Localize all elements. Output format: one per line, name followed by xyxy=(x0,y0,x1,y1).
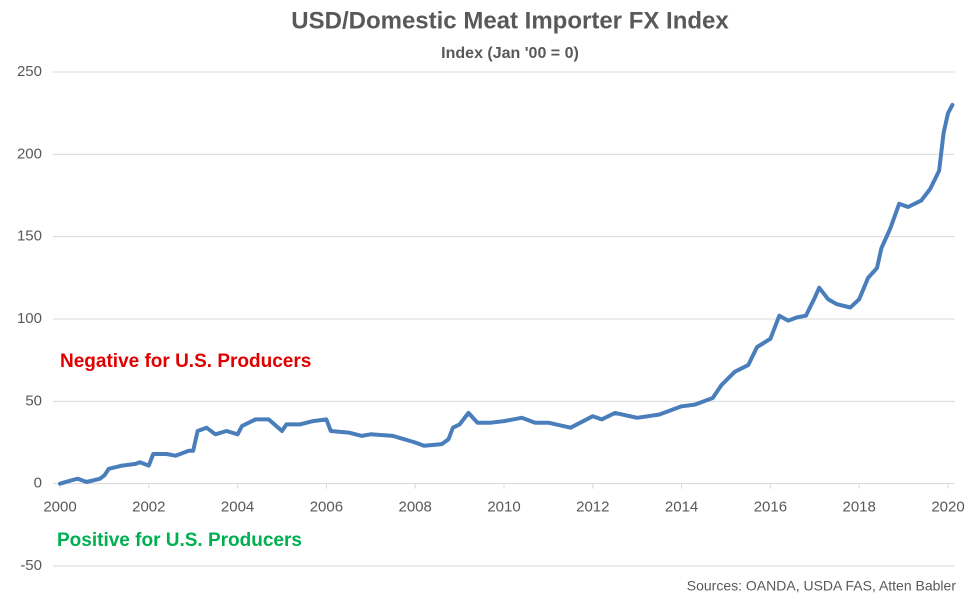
y-tick-label: 100 xyxy=(17,310,42,327)
y-tick-label: 0 xyxy=(34,475,42,492)
x-tick-label: 2014 xyxy=(665,499,698,516)
y-tick-label: 150 xyxy=(17,228,42,245)
y-tick-label: 200 xyxy=(17,145,42,162)
x-tick-label: 2018 xyxy=(843,499,876,516)
y-tick-label: -50 xyxy=(20,557,42,574)
x-tick-label: 2000 xyxy=(43,499,76,516)
annotation-negative: Negative for U.S. Producers xyxy=(60,351,311,372)
chart-title: USD/Domestic Meat Importer FX Index xyxy=(291,7,729,34)
x-tick-label: 2008 xyxy=(399,499,432,516)
chart-subtitle: Index (Jan '00 = 0) xyxy=(441,45,579,62)
x-tick-label: 2006 xyxy=(310,499,343,516)
source: Sources: OANDA, USDA FAS, Atten Babler xyxy=(687,578,957,594)
y-tick-label: 250 xyxy=(17,63,42,80)
x-tick-label: 2004 xyxy=(221,499,254,516)
annotation-positive: Positive for U.S. Producers xyxy=(57,530,302,551)
x-tick-label: 2016 xyxy=(754,499,787,516)
x-tick-label: 2002 xyxy=(132,499,165,516)
data-line xyxy=(58,102,955,486)
x-tick-label: 2010 xyxy=(487,499,520,516)
x-tick-label: 2020 xyxy=(931,499,964,516)
y-tick-label: 50 xyxy=(25,392,42,409)
x-tick-label: 2012 xyxy=(576,499,609,516)
